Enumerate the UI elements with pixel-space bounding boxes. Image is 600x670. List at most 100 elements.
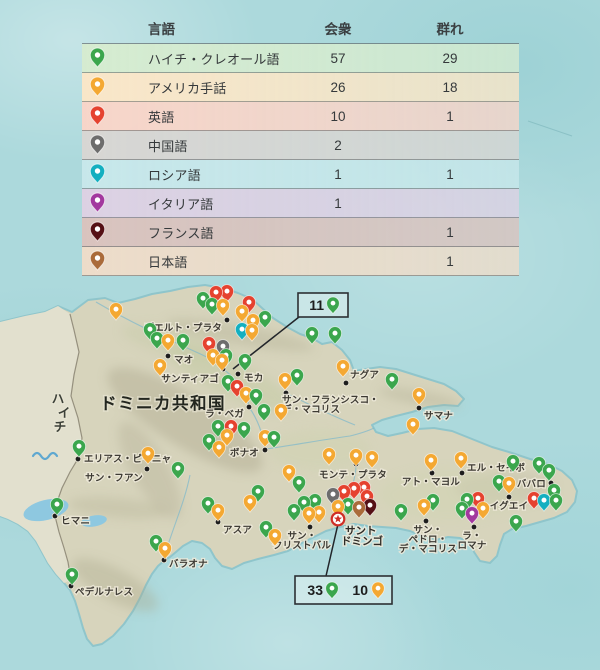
language-table: 言語 会衆 群れ ハイチ・クレオール語 57 29 アメリカ手話 26 18 英語 10 1 中国…: [82, 12, 519, 276]
city-label: サンティアゴ: [161, 373, 219, 385]
congregation-count: 26: [330, 79, 346, 95]
city-label: アスア: [223, 525, 252, 536]
green-map-pin: [508, 514, 524, 533]
city-label: サン・クリストバル: [273, 531, 332, 552]
green-callout-pin: [326, 296, 340, 315]
neighbor-label-char: チ: [54, 420, 67, 434]
purple-map-pin: [464, 506, 480, 525]
group-count: 1: [446, 224, 454, 240]
city-dot: [245, 403, 253, 411]
city-dot: [470, 523, 478, 531]
city-label: マオ: [174, 355, 193, 366]
city-label: サン・フアン: [85, 473, 143, 484]
capital-star-marker: [330, 511, 346, 527]
city-label: サン・ペドロ・デ・マコリス: [399, 525, 457, 555]
city-dot: [415, 404, 423, 412]
neighbor-label-char: イ: [58, 406, 71, 420]
language-name: イタリア語: [148, 196, 214, 212]
orange-map-pin: [157, 541, 173, 560]
orange-map-pin: [277, 372, 293, 391]
neighbor-label-char: ハ: [52, 392, 65, 406]
language-name: 日本語: [148, 254, 188, 270]
city-label: プエルト・プラタ: [144, 322, 222, 334]
purple-map-pin-icon: [82, 192, 112, 214]
brown-map-pin: [351, 500, 367, 519]
orange-map-pin: [219, 428, 235, 447]
city-label: ババロ: [517, 478, 546, 490]
language-name: 英語: [148, 109, 175, 125]
brown-pin-glyph: [89, 250, 105, 271]
city-dot: [306, 523, 314, 531]
city-label: ボナオ: [230, 447, 259, 459]
group-count: 1: [446, 166, 454, 182]
green-map-pin: [548, 493, 564, 512]
green-map-pin: [286, 503, 302, 522]
green-map-pin: [71, 439, 87, 458]
sea-brush-mark: [527, 120, 573, 137]
orange-map-pin-icon: [82, 76, 112, 98]
red-pin-glyph: [89, 105, 105, 126]
city-dot: [234, 370, 242, 378]
city-label: ペデルナレス: [75, 586, 133, 598]
congregation-count: 57: [330, 50, 346, 66]
orange-map-pin: [411, 387, 427, 406]
city-dot: [223, 316, 231, 324]
green-map-pin: [49, 497, 65, 516]
col-header-groups: 群れ: [436, 21, 464, 37]
brown-map-pin-icon: [82, 250, 112, 272]
teal-map-pin-icon: [82, 163, 112, 185]
green-map-pin: [289, 368, 305, 387]
language-name: ハイチ・クレオール語: [148, 51, 280, 67]
callout-box: 11: [297, 292, 349, 318]
orange-map-pin: [453, 451, 469, 470]
city-label: バラオナ: [169, 558, 208, 570]
gray-pin-glyph: [89, 134, 105, 155]
city-dot: [505, 493, 513, 501]
purple-pin-glyph: [89, 192, 105, 213]
green-map-pin: [236, 421, 252, 440]
green-map-pin: [291, 475, 307, 494]
orange-map-pin: [348, 448, 364, 467]
orange-map-pin: [234, 304, 250, 323]
callout-pointer-line: [325, 523, 339, 577]
green-pin-glyph: [89, 47, 105, 68]
green-map-pin: [170, 461, 186, 480]
orange-map-pin: [108, 302, 124, 321]
haiti-landmass: [0, 306, 82, 583]
orange-map-pin: [140, 446, 156, 465]
orange-map-pin: [244, 323, 260, 342]
gray-map-pin-icon: [82, 134, 112, 156]
orange-map-pin: [416, 498, 432, 517]
orange-map-pin: [281, 464, 297, 483]
col-header-congregations: 会衆: [324, 21, 352, 37]
green-map-pin: [393, 503, 409, 522]
green-map-pin-icon: [82, 47, 112, 69]
city-label: サマナ: [424, 411, 453, 422]
table-header-row: 言語 会衆 群れ: [82, 12, 519, 44]
green-map-pin: [266, 430, 282, 449]
language-name: アメリカ手話: [148, 80, 227, 96]
orange-pin-glyph: [89, 76, 105, 97]
green-map-pin: [237, 353, 253, 372]
haiti-dr-border: [54, 313, 83, 581]
red-map-pin-icon: [82, 105, 112, 127]
city-label: モンテ・プラタ: [319, 469, 387, 481]
language-row: ハイチ・クレオール語 57 29: [82, 44, 519, 73]
city-label: エリアス・ピーニャ: [84, 453, 171, 465]
city-dot: [422, 517, 430, 525]
callout-count: 11: [309, 297, 324, 313]
teal-pin-glyph: [89, 163, 105, 184]
city-dot: [164, 352, 172, 360]
orange-map-pin: [242, 494, 258, 513]
table-body: ハイチ・クレオール語 57 29 アメリカ手話 26 18 英語 10 1 中国語 2 ロシア語 1 1 イ…: [82, 44, 519, 276]
orange-map-pin: [211, 440, 227, 459]
city-dot: [261, 446, 269, 454]
maroon-map-pin: [362, 498, 378, 517]
congregation-count: 1: [334, 166, 342, 182]
green-map-pin: [257, 310, 273, 329]
orange-map-pin: [321, 447, 337, 466]
city-label: モカ: [244, 373, 263, 384]
orange-map-pin: [214, 353, 230, 372]
congregation-count: 1: [334, 195, 342, 211]
